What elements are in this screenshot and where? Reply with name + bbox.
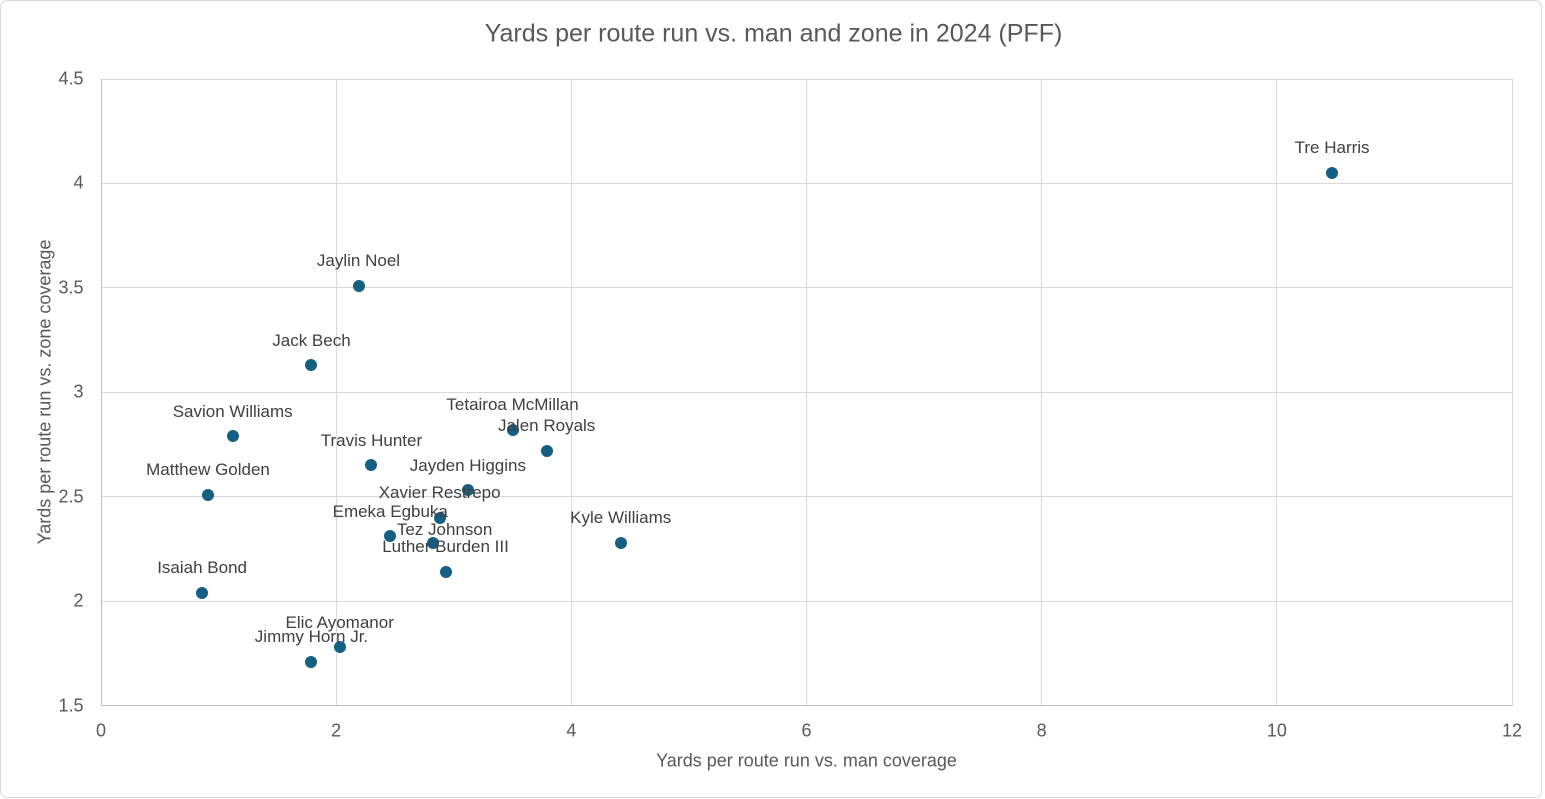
data-label-luther-burden-iii: Luther Burden III <box>382 537 509 557</box>
x-tick-2: 2 <box>331 720 342 740</box>
data-label-tre-harris: Tre Harris <box>1294 138 1370 158</box>
x-tick-4: 4 <box>566 720 577 740</box>
x-tick-6: 6 <box>801 720 812 740</box>
data-point-tetairoa-mcmillan <box>506 423 519 436</box>
x-tick-0: 0 <box>95 720 107 740</box>
data-point-isaiah-bond <box>196 586 209 599</box>
data-point-elic-ayomanor <box>333 641 346 654</box>
data-label-xavier-restrepo: Xavier Restrepo <box>378 483 501 503</box>
data-label-emeka-egbuka: Emeka Egbuka <box>332 501 448 521</box>
data-point-kyle-williams <box>614 536 627 549</box>
data-label-matthew-golden: Matthew Golden <box>146 460 270 480</box>
y-tick-4.5: 4.5 <box>58 68 84 89</box>
data-point-matthew-golden <box>202 488 214 501</box>
y-tick-4: 4 <box>73 172 84 193</box>
gridline-y-4 <box>101 182 1512 184</box>
data-label-jimmy-horn-jr-: Jimmy Horn Jr. <box>254 627 369 647</box>
data-point-jack-bech <box>305 359 318 372</box>
y-axis-line <box>100 79 102 706</box>
data-point-savion-williams <box>226 430 239 443</box>
data-point-tre-harris <box>1326 166 1339 179</box>
gridline-y-3.5 <box>101 287 1512 289</box>
chart-title: Yards per route run vs. man and zone in … <box>484 19 1063 48</box>
data-point-luther-burden-iii <box>439 565 452 578</box>
gridline-x-12 <box>1511 79 1513 706</box>
gridline-y-2.5 <box>101 496 1512 498</box>
data-label-savion-williams: Savion Williams <box>172 401 293 421</box>
y-tick-3.5: 3.5 <box>58 277 84 298</box>
gridline-y-3 <box>101 391 1512 393</box>
x-tick-10: 10 <box>1266 720 1287 740</box>
data-point-jaylin-noel <box>352 279 365 292</box>
gridline-y-4.5 <box>101 78 1512 80</box>
x-axis-line <box>100 705 1512 706</box>
x-tick-12: 12 <box>1501 720 1523 740</box>
data-label-jaylin-noel: Jaylin Noel <box>316 251 401 271</box>
gridline-y-2 <box>101 600 1512 602</box>
y-tick-2.5: 2.5 <box>58 486 84 507</box>
y-tick-2: 2 <box>73 590 84 611</box>
y-tick-3: 3 <box>73 381 84 402</box>
y-tick-1.5: 1.5 <box>58 695 84 715</box>
data-label-jack-bech: Jack Bech <box>272 330 351 350</box>
data-point-jayden-higgins <box>461 484 474 497</box>
data-point-jimmy-horn-jr- <box>305 655 318 668</box>
data-label-elic-ayomanor: Elic Ayomanor <box>285 612 394 632</box>
data-point-tez-johnson <box>426 536 439 549</box>
x-axis-title: Yards per route run vs. man coverage <box>656 750 957 771</box>
data-point-emeka-egbuka <box>384 530 397 543</box>
data-point-xavier-restrepo <box>433 511 446 524</box>
x-tick-8: 8 <box>1036 720 1047 740</box>
data-label-isaiah-bond: Isaiah Bond <box>157 558 248 578</box>
data-label-jayden-higgins: Jayden Higgins <box>409 455 526 475</box>
data-point-travis-hunter <box>365 459 378 472</box>
data-point-jalen-royals <box>540 444 553 457</box>
data-label-tez-johnson: Tez Johnson <box>396 519 493 539</box>
data-label-jalen-royals: Jalen Royals <box>497 416 596 436</box>
data-label-kyle-williams: Kyle Williams <box>570 508 672 528</box>
data-label-travis-hunter: Travis Hunter <box>320 430 423 450</box>
data-label-tetairoa-mcmillan: Tetairoa McMillan <box>446 395 579 415</box>
